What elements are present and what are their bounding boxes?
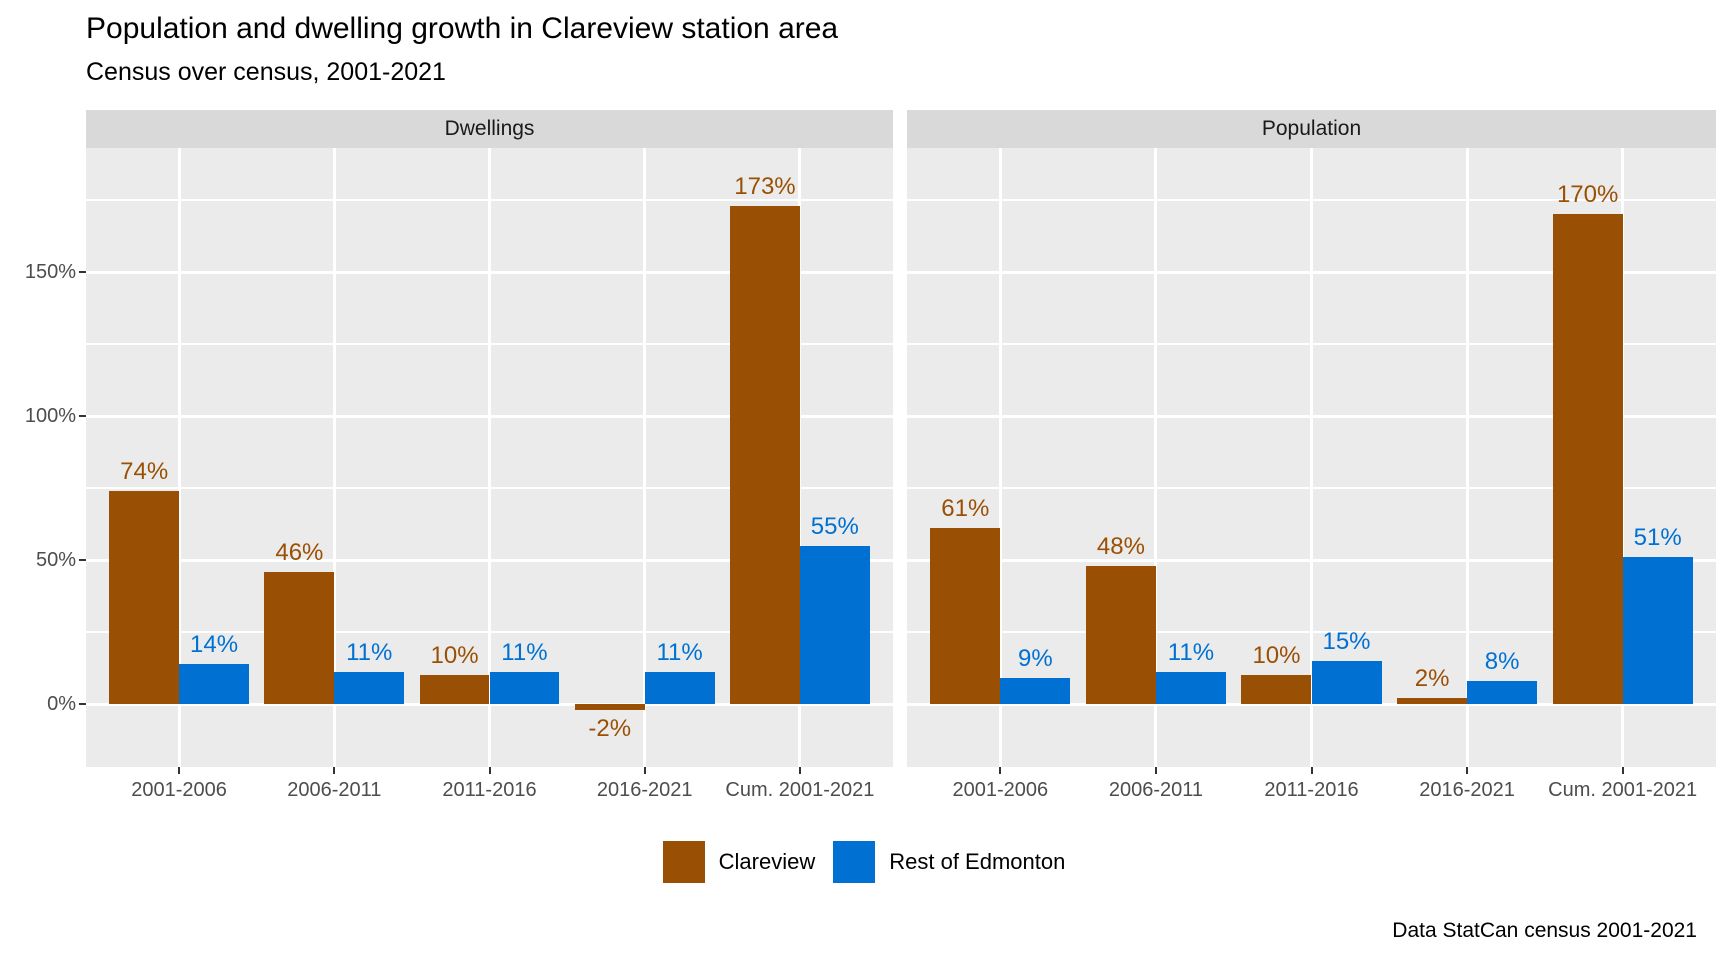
- bar-population-clareview-cum-2001-2021: [1552, 214, 1623, 704]
- bar-population-clareview-2011-2016: [1241, 675, 1312, 704]
- bar-population-rest-of-edmonton-2011-2016: [1311, 660, 1382, 704]
- bar-dwellings-rest-of-edmonton-2001-2006: [179, 663, 249, 704]
- x-tick-mark: [643, 767, 646, 774]
- gridline-vertical: [488, 148, 491, 767]
- bar-label-dwellings-clareview-2011-2016: 10%: [430, 642, 479, 670]
- bar-label-population-clareview-2011-2016: 10%: [1252, 642, 1301, 670]
- bar-label-dwellings-rest-of-edmonton-2001-2006: 14%: [190, 630, 239, 658]
- bar-dwellings-rest-of-edmonton-2016-2021: [644, 672, 715, 704]
- x-tick-label-2001-2006: 2001-2006: [952, 779, 1049, 801]
- gridline-vertical: [643, 148, 647, 767]
- x-tick-mark: [1310, 767, 1313, 774]
- facet-strip-label-dwellings: Dwellings: [444, 117, 535, 140]
- chart-subtitle: Census over census, 2001-2021: [86, 58, 446, 86]
- gridline-vertical: [998, 148, 1002, 767]
- y-tick-mark: [79, 271, 86, 273]
- y-tick-label-0: 0%: [47, 693, 76, 715]
- x-tick-label-2006-2011: 2006-2011: [287, 779, 382, 801]
- x-tick-label-2016-2021: 2016-2021: [1419, 779, 1515, 801]
- bar-population-rest-of-edmonton-cum-2001-2021: [1622, 557, 1693, 704]
- x-tick-mark: [488, 767, 491, 774]
- x-tick-mark: [1466, 767, 1469, 774]
- bar-label-population-clareview-cum-2001-2021: 170%: [1556, 181, 1619, 209]
- gridline-vertical: [1621, 148, 1625, 767]
- legend-item-clareview: Clareview: [662, 841, 816, 883]
- bar-population-clareview-2006-2011: [1085, 565, 1156, 704]
- x-tick-label-2011-2016: 2011-2016: [1264, 779, 1359, 801]
- y-tick-mark: [79, 415, 86, 417]
- bar-label-dwellings-rest-of-edmonton-2016-2021: 11%: [656, 639, 703, 667]
- panel-dwellings: 74% 46% 10% -2% 173% 14% 11% 11% 11% 55%: [86, 148, 893, 767]
- bar-population-rest-of-edmonton-2006-2011: [1155, 672, 1226, 704]
- facet-strip-population: Population: [907, 110, 1716, 148]
- bar-label-dwellings-clareview-2016-2021: -2%: [588, 714, 632, 742]
- bar-dwellings-clareview-2016-2021: [574, 704, 645, 710]
- y-tick-label-100: 100%: [24, 405, 76, 427]
- bar-dwellings-clareview-2006-2011: [264, 571, 335, 704]
- y-tick-label-50: 50%: [35, 549, 76, 571]
- x-tick-mark: [1621, 767, 1624, 774]
- x-tick-mark: [333, 767, 336, 774]
- bar-dwellings-clareview-2001-2006: [109, 490, 180, 704]
- legend-swatch-clareview: [662, 841, 705, 883]
- y-tick-label-150: 150%: [24, 261, 76, 283]
- legend-swatch-rest-of-edmonton: [833, 841, 876, 883]
- bar-label-population-rest-of-edmonton-cum-2001-2021: 51%: [1633, 524, 1682, 552]
- chart-title: Population and dwelling growth in Clarev…: [86, 12, 839, 45]
- x-tick-label-cum-2001-2021: Cum. 2001-2021: [1548, 779, 1698, 801]
- gridline-vertical: [1154, 148, 1158, 767]
- legend-item-rest-of-edmonton: Rest of Edmonton: [833, 841, 1065, 883]
- panel-population: 61% 48% 10% 2% 170% 9% 11% 15% 8% 51%: [907, 148, 1716, 767]
- bar-dwellings-rest-of-edmonton-cum-2001-2021: [799, 545, 870, 704]
- bar-label-dwellings-rest-of-edmonton-cum-2001-2021: 55%: [810, 512, 859, 540]
- bar-label-dwellings-clareview-2001-2006: 74%: [120, 457, 169, 485]
- gridline-vertical: [1310, 148, 1313, 767]
- bar-dwellings-rest-of-edmonton-2006-2011: [334, 672, 405, 704]
- bar-label-dwellings-rest-of-edmonton-2006-2011: 11%: [346, 639, 393, 667]
- facet-strip-label-population: Population: [1261, 117, 1362, 140]
- facet-dwellings: Dwellings 74% 46% 10% -2% 173% 14% 11% 11% 11% 55%…: [86, 110, 893, 827]
- x-tick-label-2016-2021: 2016-2021: [596, 779, 693, 801]
- gridline-vertical: [332, 148, 336, 767]
- legend: Clareview Rest of Edmonton: [0, 838, 1728, 886]
- x-tick-mark: [1154, 767, 1157, 774]
- y-tick-mark: [79, 703, 86, 705]
- facet-population: Population 61% 48% 10% 2% 170% 9% 11% 15% 8% 51% 20…: [907, 110, 1716, 827]
- bar-label-population-rest-of-edmonton-2001-2006: 9%: [1018, 645, 1053, 673]
- bar-label-population-rest-of-edmonton-2011-2016: 15%: [1322, 627, 1371, 655]
- gridline-vertical: [798, 148, 802, 767]
- bar-population-clareview-2001-2006: [930, 528, 1001, 704]
- x-tick-mark: [178, 767, 181, 774]
- bar-label-dwellings-rest-of-edmonton-2011-2016: 11%: [501, 639, 548, 667]
- x-tick-mark: [798, 767, 801, 774]
- bar-label-dwellings-clareview-cum-2001-2021: 173%: [734, 172, 796, 200]
- bar-label-population-rest-of-edmonton-2006-2011: 11%: [1167, 639, 1215, 667]
- bar-label-population-clareview-2006-2011: 48%: [1096, 532, 1145, 560]
- bar-population-clareview-2016-2021: [1397, 698, 1468, 704]
- bar-label-population-clareview-2016-2021: 2%: [1414, 665, 1450, 693]
- x-tick-label-2001-2006: 2001-2006: [131, 779, 227, 801]
- legend-label-rest-of-edmonton: Rest of Edmonton: [889, 849, 1066, 874]
- bar-dwellings-rest-of-edmonton-2011-2016: [489, 672, 560, 704]
- chart-caption: Data StatCan census 2001-2021: [1392, 919, 1697, 942]
- x-tick-label-cum-2001-2021: Cum. 2001-2021: [725, 779, 875, 801]
- x-tick-label-2006-2011: 2006-2011: [1108, 779, 1204, 801]
- bar-dwellings-clareview-cum-2001-2021: [730, 205, 800, 704]
- legend-label-clareview: Clareview: [718, 849, 816, 874]
- facet-strip-dwellings: Dwellings: [86, 110, 893, 148]
- x-tick-label-2011-2016: 2011-2016: [442, 779, 537, 801]
- gridline-vertical: [177, 148, 181, 767]
- bar-population-rest-of-edmonton-2001-2006: [1000, 678, 1071, 704]
- bar-dwellings-clareview-2011-2016: [419, 675, 490, 704]
- y-tick-mark: [79, 559, 86, 561]
- bar-label-population-clareview-2001-2006: 61%: [941, 495, 990, 523]
- x-tick-mark: [999, 767, 1002, 774]
- gridline-vertical: [1465, 148, 1469, 767]
- bar-label-population-rest-of-edmonton-2016-2021: 8%: [1484, 647, 1520, 675]
- bar-population-rest-of-edmonton-2016-2021: [1467, 680, 1538, 704]
- bar-label-dwellings-clareview-2006-2011: 46%: [275, 538, 324, 566]
